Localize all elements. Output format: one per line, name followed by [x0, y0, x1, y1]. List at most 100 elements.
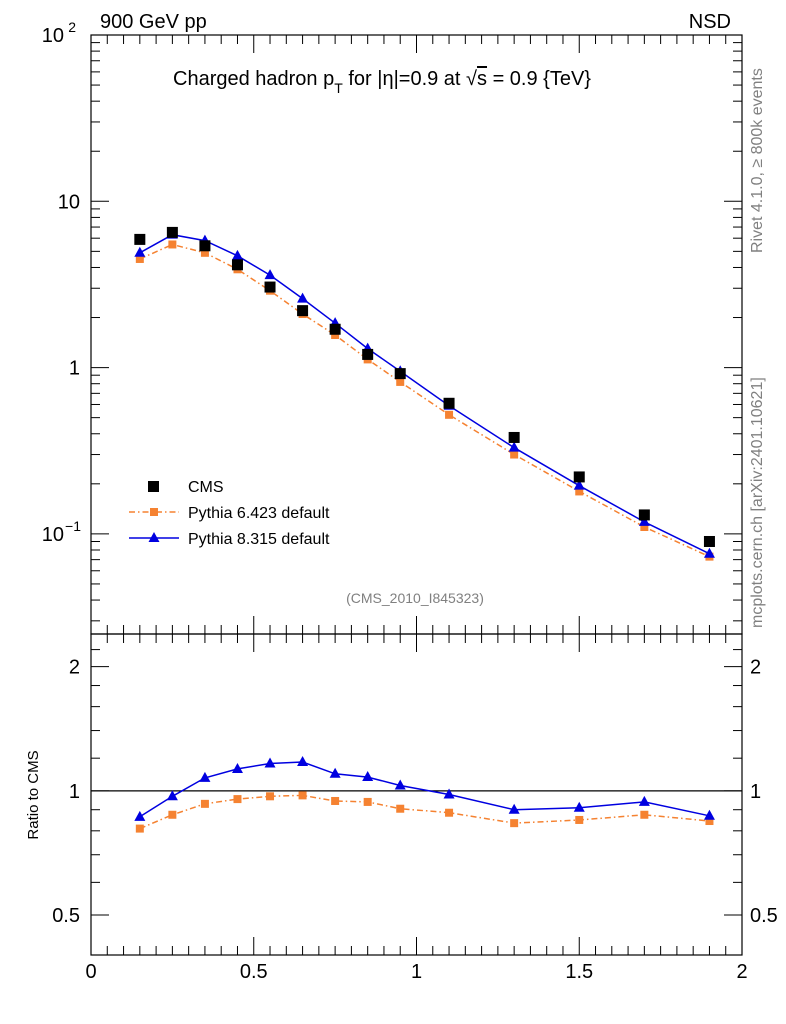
ratio-pythia8-point [329, 767, 341, 778]
main-series-group [134, 226, 715, 561]
legend-entry-cms: CMS [148, 479, 224, 496]
ratio-pythia8-point [362, 771, 374, 782]
main-cms-point [703, 535, 715, 547]
legend-label-pythia6: Pythia 6.423 default [188, 505, 330, 522]
ratio-pythia8-point [703, 809, 715, 820]
header-right-label: NSD [689, 11, 731, 33]
main-cms-point [508, 431, 520, 443]
main-cms-point [394, 368, 406, 380]
xtick-label: 2 [736, 961, 747, 983]
xtick-label: 0 [85, 961, 96, 983]
ratio-panel-frame [90, 633, 743, 956]
main-pythia8-point [508, 441, 520, 452]
main-cms-point [264, 281, 276, 293]
main-cms-point [329, 323, 341, 335]
ratio-pythia8-point [264, 757, 276, 768]
ratio-pythia8-point [443, 788, 455, 799]
ratio-pythia6-point [510, 819, 519, 828]
main-pythia8-point [638, 515, 650, 526]
ratio-ylabel: Ratio to CMS [25, 750, 42, 839]
ratio-pythia6-point [363, 797, 372, 806]
legend-marker-cms [148, 481, 159, 492]
ratio-pythia6-point [705, 817, 714, 826]
ratio-pythia8-point [508, 803, 520, 814]
main-ytick-label: 10 [42, 25, 64, 47]
ratio-pythia8-point [166, 790, 178, 801]
ratio-ytick-label-right: 0.5 [750, 905, 778, 927]
ratio-series-group [134, 755, 715, 833]
main-pythia6-line [139, 243, 710, 558]
analysis-tag: (CMS_2010_I845323) [346, 590, 484, 606]
main-cms-point [199, 240, 211, 252]
main-ytick-exponent: −1 [65, 518, 81, 534]
legend-label-cms: CMS [188, 479, 224, 496]
main-pythia6-point [575, 487, 584, 496]
xtick-labels: 0 0.5 1 1.5 2 [85, 961, 747, 983]
main-cms-point [297, 305, 309, 317]
main-pythia8-point [264, 269, 276, 280]
main-cms-point [166, 226, 178, 238]
main-pythia6-point [135, 254, 144, 263]
main-pythia6-point [168, 240, 177, 249]
main-pythia6-point [200, 248, 209, 257]
rivet-version-label: Rivet 4.1.0, ≥ 800k events [749, 68, 766, 253]
main-pythia8-point [703, 547, 715, 558]
ratio-ytick-label-left: 0.5 [52, 905, 80, 927]
ratio-pythia6-point [396, 804, 405, 813]
main-pythia8-point [134, 246, 146, 257]
ratio-pythia6-point [266, 792, 275, 801]
ratio-ytick-label-right: 1 [750, 781, 761, 803]
xtick-label: 1.5 [565, 961, 593, 983]
legend-entry-pythia8: Pythia 8.315 default [129, 531, 330, 548]
ratio-pythia6-point [445, 808, 454, 817]
legend: CMS Pythia 6.423 default Pythia 8.315 de… [129, 479, 330, 548]
main-pythia8-point [231, 249, 243, 260]
ratio-pythia6-point [640, 810, 649, 819]
main-pythia6-point [510, 450, 519, 459]
main-pythia6-point [396, 377, 405, 386]
main-ytick-label: 1 [69, 358, 80, 380]
legend-entry-pythia6: Pythia 6.423 default [129, 505, 330, 522]
main-ytick-label: 10 [42, 524, 64, 546]
ratio-pythia8-point [638, 795, 650, 806]
main-cms-point [573, 471, 585, 483]
main-cms-point [443, 397, 455, 409]
ratio-ytick-label-left: 1 [69, 781, 80, 803]
main-pythia6-point [640, 522, 649, 531]
xtick-label: 0.5 [240, 961, 268, 983]
ratio-pythia6-point [168, 810, 177, 819]
header-left-label: 900 GeV pp [100, 11, 207, 33]
ratio-pythia6-point [135, 824, 144, 833]
ratio-pythia8-point [134, 810, 146, 821]
ratio-pythia8-line [139, 761, 710, 818]
ratio-pythia8-point [231, 762, 243, 773]
main-cms-point [362, 348, 374, 360]
ratio-pythia6-point [200, 799, 209, 808]
main-pythia6-point [331, 331, 340, 340]
xtick-label: 1 [411, 961, 422, 983]
ratio-ytick-label-right: 2 [750, 657, 761, 679]
main-ytick-exponent: 2 [68, 19, 76, 35]
main-pythia8-point [297, 292, 309, 303]
main-ytick-label: 10 [58, 191, 80, 213]
ratio-pythia8-point [199, 771, 211, 782]
ratio-pythia6-point [298, 791, 307, 800]
ratio-axis-ticks [90, 634, 743, 956]
mcplots-label: mcplots.cern.ch [arXiv:2401.10621] [749, 377, 766, 628]
legend-marker-pythia8 [148, 532, 160, 542]
ratio-pythia8-point [297, 755, 309, 766]
ratio-ytick-label-left: 2 [69, 657, 80, 679]
ratio-pythia6-point [575, 815, 584, 824]
legend-marker-pythia6 [150, 508, 158, 516]
main-axis-ticks [90, 34, 743, 634]
legend-label-pythia8: Pythia 8.315 default [188, 531, 330, 548]
main-cms-point [638, 509, 650, 521]
ratio-pythia8-point [573, 801, 585, 812]
main-pythia6-point [445, 410, 454, 419]
main-pythia8-point [573, 479, 585, 490]
plot-title: Charged hadron pT for |η|=0.9 at √s = 0.… [173, 68, 591, 96]
ratio-pythia6-line [139, 794, 710, 830]
ratio-ytick-labels: 0.5 0.5 1 1 2 2 [52, 657, 778, 927]
